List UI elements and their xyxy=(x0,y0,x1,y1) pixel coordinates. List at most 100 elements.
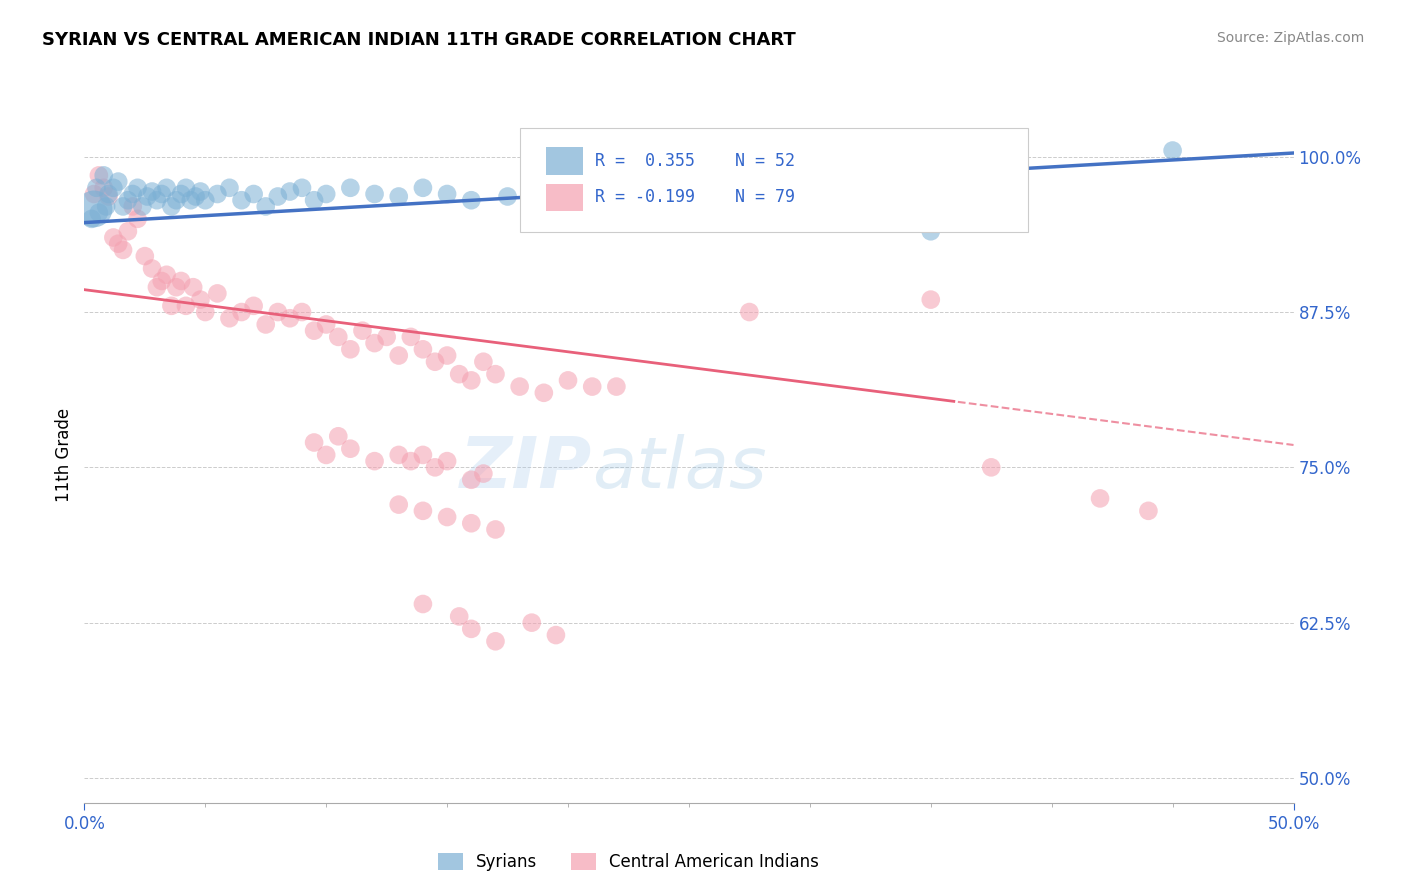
Point xyxy=(254,318,277,332)
Point xyxy=(146,193,169,207)
Point xyxy=(170,274,193,288)
Text: SYRIAN VS CENTRAL AMERICAN INDIAN 11TH GRADE CORRELATION CHART: SYRIAN VS CENTRAL AMERICAN INDIAN 11TH G… xyxy=(42,31,796,49)
Point xyxy=(93,169,115,183)
Point xyxy=(80,211,103,226)
Point xyxy=(412,343,434,357)
Point xyxy=(94,199,117,213)
Point xyxy=(97,189,120,203)
Point xyxy=(399,330,422,344)
Point xyxy=(472,467,495,481)
Point xyxy=(605,379,627,393)
Point xyxy=(702,181,724,195)
Point xyxy=(181,280,204,294)
Point xyxy=(278,185,301,199)
Point xyxy=(231,193,253,207)
Point xyxy=(460,516,482,531)
FancyBboxPatch shape xyxy=(520,128,1028,232)
Text: ZIP: ZIP xyxy=(460,434,592,503)
Point xyxy=(165,193,187,207)
Point xyxy=(267,305,290,319)
Point xyxy=(557,373,579,387)
Point xyxy=(121,187,143,202)
Point xyxy=(375,330,398,344)
Point xyxy=(328,330,350,344)
Point xyxy=(117,224,139,238)
Point xyxy=(93,181,115,195)
Point xyxy=(302,324,325,338)
Point xyxy=(86,181,108,195)
Point xyxy=(388,349,411,363)
Point xyxy=(194,305,217,319)
Point xyxy=(352,324,374,338)
Text: R =  0.355    N = 52: R = 0.355 N = 52 xyxy=(595,153,794,170)
Point xyxy=(127,211,149,226)
Point xyxy=(339,343,361,357)
Point xyxy=(328,429,350,443)
Point xyxy=(160,299,183,313)
Point xyxy=(107,175,129,189)
Point xyxy=(436,454,458,468)
Point xyxy=(436,349,458,363)
Point xyxy=(1088,491,1111,506)
Point xyxy=(87,205,110,219)
Point xyxy=(97,187,120,202)
Point xyxy=(190,185,212,199)
Point xyxy=(242,187,264,202)
Point xyxy=(533,385,555,400)
Point xyxy=(141,185,163,199)
Point xyxy=(605,189,627,203)
Point xyxy=(231,305,253,319)
Point xyxy=(194,193,217,207)
Point xyxy=(127,181,149,195)
Point xyxy=(339,442,361,456)
Point xyxy=(136,189,159,203)
Point xyxy=(1161,144,1184,158)
Point xyxy=(980,460,1002,475)
Point xyxy=(131,199,153,213)
Point xyxy=(460,193,482,207)
Point xyxy=(315,318,337,332)
Point xyxy=(484,367,506,381)
Point xyxy=(165,280,187,294)
Point xyxy=(460,373,482,387)
Point xyxy=(484,523,506,537)
Point xyxy=(920,224,942,238)
Bar xyxy=(547,147,582,175)
Point xyxy=(399,454,422,468)
Point xyxy=(112,199,135,213)
Point xyxy=(107,236,129,251)
Point xyxy=(339,181,361,195)
Point xyxy=(254,199,277,213)
Point xyxy=(291,181,314,195)
Point xyxy=(278,311,301,326)
Point xyxy=(87,169,110,183)
Point xyxy=(557,181,579,195)
Point xyxy=(134,249,156,263)
Point xyxy=(412,448,434,462)
Point xyxy=(302,435,325,450)
Point xyxy=(150,187,173,202)
Point xyxy=(315,187,337,202)
Point xyxy=(170,187,193,202)
Point xyxy=(363,187,385,202)
Point xyxy=(533,185,555,199)
Point xyxy=(363,336,385,351)
Point xyxy=(423,355,446,369)
Point xyxy=(190,293,212,307)
Point xyxy=(302,193,325,207)
Point xyxy=(141,261,163,276)
Point xyxy=(520,615,543,630)
Point xyxy=(267,189,290,203)
Point xyxy=(388,189,411,203)
Text: atlas: atlas xyxy=(592,434,766,503)
Point xyxy=(174,181,197,195)
Point xyxy=(509,379,531,393)
Point xyxy=(121,199,143,213)
Text: R = -0.199    N = 79: R = -0.199 N = 79 xyxy=(595,188,794,206)
Point xyxy=(218,311,240,326)
Point xyxy=(544,628,567,642)
Point xyxy=(160,199,183,213)
Point xyxy=(117,193,139,207)
Point xyxy=(388,498,411,512)
Point xyxy=(581,187,603,202)
